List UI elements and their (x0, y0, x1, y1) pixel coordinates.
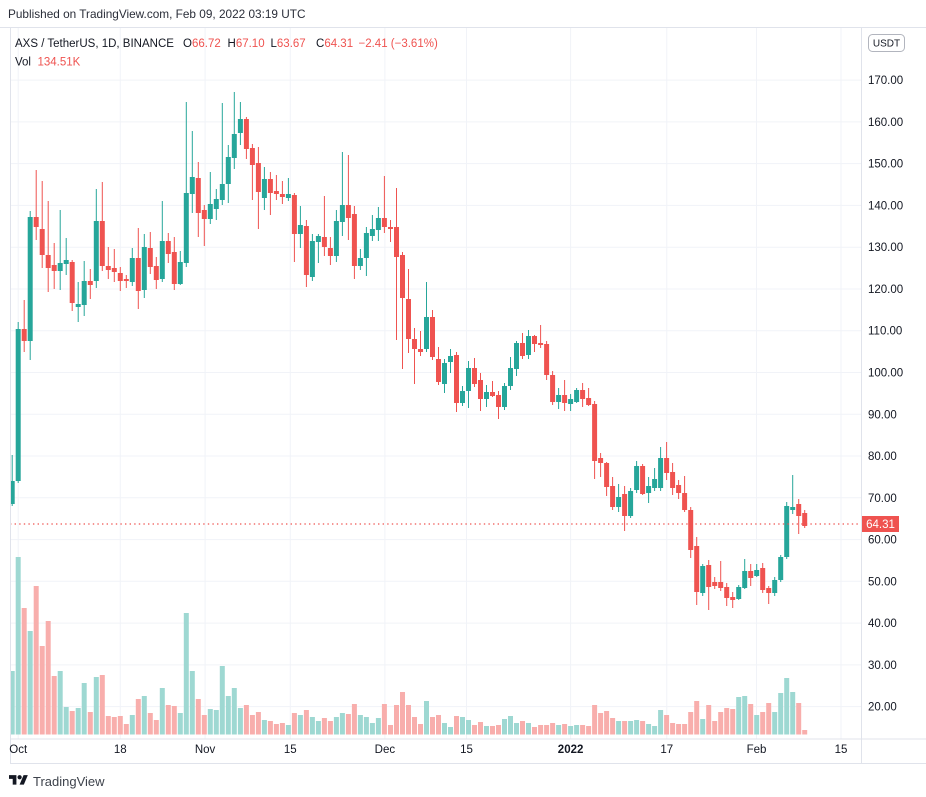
svg-text:90.00: 90.00 (868, 409, 897, 421)
svg-text:Feb: Feb (747, 744, 767, 756)
svg-text:130.00: 130.00 (868, 242, 903, 254)
svg-text:50.00: 50.00 (868, 576, 897, 588)
svg-text:H67.10: H67.10 (228, 38, 265, 50)
svg-text:30.00: 30.00 (868, 660, 897, 672)
svg-text:15: 15 (460, 744, 473, 756)
svg-text:120.00: 120.00 (868, 284, 903, 296)
svg-text:15: 15 (284, 744, 297, 756)
svg-text:20.00: 20.00 (868, 702, 897, 714)
svg-text:150.00: 150.00 (868, 159, 903, 171)
svg-text:140.00: 140.00 (868, 200, 903, 212)
svg-text:Vol: Vol (15, 57, 31, 69)
svg-text:17: 17 (660, 744, 673, 756)
svg-text:15: 15 (835, 744, 848, 756)
svg-text:110.00: 110.00 (868, 326, 902, 338)
svg-text:L63.67: L63.67 (271, 38, 306, 50)
svg-text:Dec: Dec (375, 744, 396, 756)
svg-text:80.00: 80.00 (868, 451, 897, 463)
svg-text:160.00: 160.00 (868, 117, 903, 129)
svg-text:60.00: 60.00 (868, 535, 897, 547)
svg-text:170.00: 170.00 (868, 75, 903, 87)
svg-text:134.51K: 134.51K (38, 57, 81, 69)
svg-text:2022: 2022 (558, 744, 584, 756)
svg-text:64.31: 64.31 (866, 519, 895, 531)
svg-text:C64.31: C64.31 (316, 38, 353, 50)
svg-text:100.00: 100.00 (868, 368, 903, 380)
svg-text:18: 18 (114, 744, 127, 756)
svg-text:TradingView: TradingView (33, 774, 105, 789)
svg-text:−2.41 (−3.61%): −2.41 (−3.61%) (359, 38, 438, 50)
svg-text:Published on TradingView.com,: Published on TradingView.com, Feb 09, 20… (8, 7, 306, 21)
svg-text:Oct: Oct (9, 744, 28, 756)
svg-text:Nov: Nov (195, 744, 216, 756)
svg-text:AXS / TetherUS, 1D, BINANCE: AXS / TetherUS, 1D, BINANCE (15, 38, 174, 50)
svg-text:O66.72: O66.72 (183, 38, 221, 50)
svg-text:USDT: USDT (873, 39, 900, 50)
svg-text:70.00: 70.00 (868, 493, 897, 505)
svg-text:40.00: 40.00 (868, 618, 897, 630)
